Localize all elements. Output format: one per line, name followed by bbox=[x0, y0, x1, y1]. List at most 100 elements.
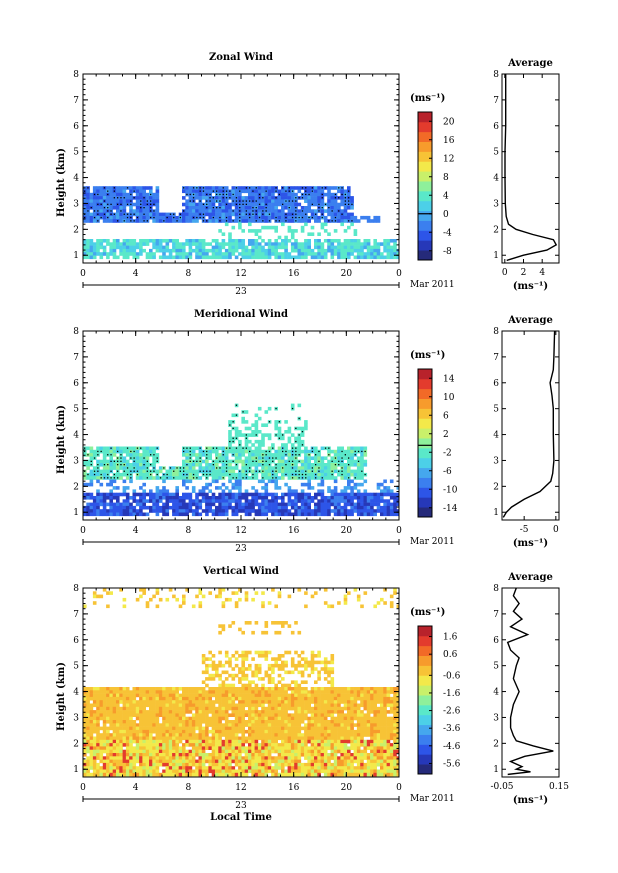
colorbar-swatch bbox=[418, 428, 432, 439]
y-tick-label: 2 bbox=[73, 482, 79, 492]
profile-title: Average bbox=[507, 572, 553, 583]
x-tick-label: 12 bbox=[235, 269, 246, 279]
profile-title: Average bbox=[507, 315, 553, 326]
x-tick-label: 20 bbox=[341, 269, 353, 279]
heatmap-cells bbox=[83, 403, 399, 517]
panel-title: Zonal Wind bbox=[209, 52, 273, 63]
colorbar-swatch bbox=[418, 131, 432, 142]
colorbar-tick-label: 8 bbox=[443, 173, 449, 183]
y-tick-label: 7 bbox=[73, 353, 79, 363]
colorbar-swatch bbox=[418, 724, 432, 735]
profile-frame bbox=[501, 330, 560, 521]
day-label: 23 bbox=[235, 801, 247, 811]
y-tick-label: 4 bbox=[73, 174, 79, 184]
profile-line bbox=[502, 330, 556, 518]
profile-line bbox=[506, 587, 554, 776]
profile-x-tick-label: 0.15 bbox=[549, 782, 569, 792]
profile-y-tick-label: 6 bbox=[493, 122, 499, 132]
colorbar-swatch bbox=[418, 250, 432, 261]
profile-y-tick-label: 3 bbox=[493, 713, 499, 723]
colorbar-swatch bbox=[418, 388, 432, 399]
colorbar-swatch bbox=[418, 714, 432, 726]
y-tick-label: 3 bbox=[73, 199, 79, 209]
colorbar-swatch bbox=[418, 754, 432, 765]
profile-y-tick-label: 3 bbox=[493, 456, 499, 466]
colorbar-tick-label: 12 bbox=[443, 154, 454, 164]
y-tick-label: 1 bbox=[73, 765, 79, 775]
profile-y-tick-label: 7 bbox=[493, 353, 499, 363]
day-label: 23 bbox=[235, 287, 247, 297]
colorbar-tick-label: -2 bbox=[443, 448, 452, 458]
colorbar bbox=[417, 368, 433, 518]
y-tick-label: 7 bbox=[73, 96, 79, 106]
profile-x-tick-label: 4 bbox=[539, 268, 545, 278]
colorbar-tick-label: -4 bbox=[443, 228, 452, 238]
profile-y-tick-label: 2 bbox=[493, 482, 499, 492]
x-tick-label: 16 bbox=[288, 783, 300, 793]
profile-x-label: (ms⁻¹) bbox=[513, 281, 548, 292]
profile-x-tick-label: -5 bbox=[520, 525, 529, 535]
colorbar-swatch bbox=[418, 398, 432, 409]
colorbar-swatch bbox=[418, 457, 432, 469]
colorbar-swatch bbox=[418, 626, 432, 637]
colorbar-swatch bbox=[418, 240, 432, 251]
x-axis-label: Local Time bbox=[210, 812, 272, 823]
colorbar-swatch bbox=[418, 645, 432, 656]
y-axis-label: Height (km) bbox=[56, 148, 67, 217]
y-tick-label: 5 bbox=[73, 405, 79, 415]
date-label: Mar 2011 bbox=[410, 794, 455, 804]
colorbar-swatch bbox=[418, 487, 432, 498]
colorbar bbox=[417, 625, 433, 775]
profile-y-tick-label: 4 bbox=[493, 174, 499, 184]
profile-line bbox=[504, 74, 558, 262]
profile-x-label: (ms⁻¹) bbox=[513, 795, 548, 806]
colorbar-swatch bbox=[418, 220, 432, 231]
profile-y-tick-label: 1 bbox=[493, 508, 499, 518]
profile-y-tick-label: 8 bbox=[493, 70, 499, 80]
colorbar-tick-label: 14 bbox=[443, 374, 455, 384]
profile-y-tick-label: 4 bbox=[493, 431, 499, 441]
y-tick-label: 8 bbox=[73, 70, 79, 80]
colorbar-swatch bbox=[418, 369, 432, 380]
y-tick-label: 5 bbox=[73, 662, 79, 672]
colorbar-swatch bbox=[418, 161, 432, 172]
colorbar-swatch bbox=[418, 695, 432, 706]
x-tick-label: 8 bbox=[185, 526, 191, 536]
profile-y-tick-label: 7 bbox=[493, 610, 499, 620]
profile-x-tick-label: 2 bbox=[521, 268, 527, 278]
y-tick-label: 2 bbox=[73, 739, 79, 749]
colorbar-swatch bbox=[418, 200, 432, 212]
colorbar-tick-label: 16 bbox=[443, 136, 455, 146]
profile-x-label: (ms⁻¹) bbox=[513, 538, 548, 549]
profile-y-tick-label: 5 bbox=[493, 148, 499, 158]
colorbar-swatch bbox=[418, 378, 432, 390]
colorbar-tick-label: -6 bbox=[443, 467, 452, 477]
date-label: Mar 2011 bbox=[410, 280, 455, 290]
colorbar-tick-label: 2 bbox=[443, 430, 449, 440]
profile-x-tick-label: -0.05 bbox=[490, 782, 513, 792]
date-label: Mar 2011 bbox=[410, 537, 455, 547]
profile-y-tick-label: 3 bbox=[493, 199, 499, 209]
colorbar-swatch bbox=[418, 121, 432, 133]
profile-y-tick-label: 8 bbox=[493, 327, 499, 337]
x-tick-label: 0 bbox=[396, 526, 402, 536]
profile-y-tick-label: 6 bbox=[493, 379, 499, 389]
colorbar-swatch bbox=[418, 210, 432, 221]
profile-y-tick-label: 1 bbox=[493, 251, 499, 261]
y-tick-label: 1 bbox=[73, 508, 79, 518]
profile-y-tick-label: 5 bbox=[493, 405, 499, 415]
colorbar-swatch bbox=[418, 447, 432, 459]
colorbar-swatch bbox=[418, 408, 432, 419]
colorbar-tick-label: 0 bbox=[443, 210, 449, 220]
colorbar-swatch bbox=[418, 685, 432, 696]
colorbar-unit-label: (ms⁻¹) bbox=[410, 93, 445, 104]
y-tick-label: 8 bbox=[73, 327, 79, 337]
plot-frame bbox=[82, 73, 400, 264]
y-tick-label: 4 bbox=[73, 688, 79, 698]
profile-frame bbox=[501, 587, 560, 778]
x-tick-label: 12 bbox=[235, 783, 246, 793]
panel-title: Meridional Wind bbox=[194, 309, 288, 320]
colorbar-swatch bbox=[418, 744, 432, 755]
colorbar-swatch bbox=[418, 190, 432, 202]
